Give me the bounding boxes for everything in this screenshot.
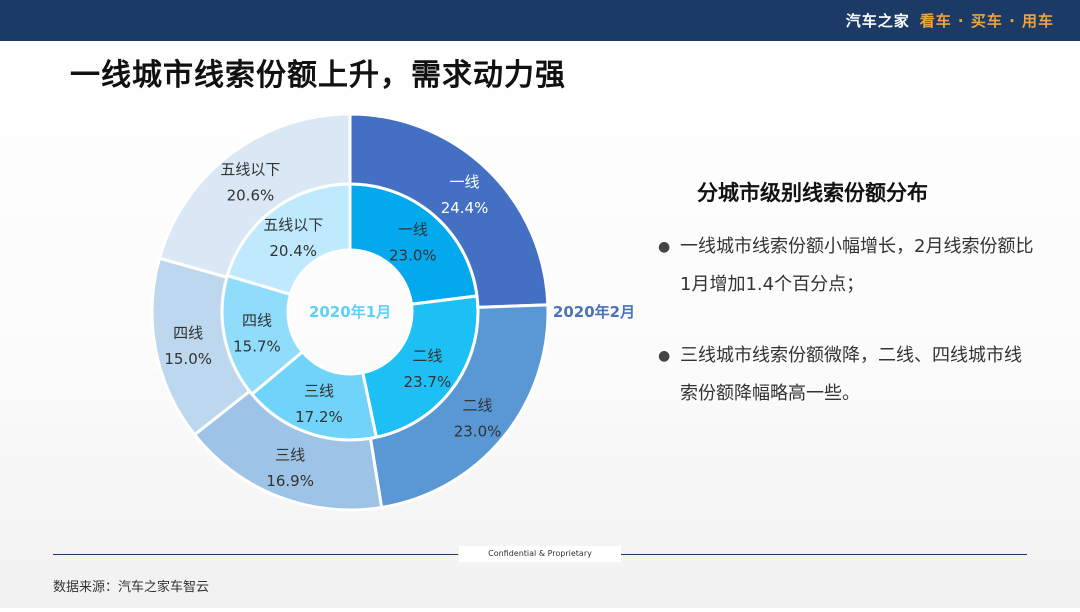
- bullet-dot-icon: ●: [658, 239, 671, 255]
- slice-category-label: 四线: [242, 311, 272, 329]
- slice-value-label: 23.0%: [454, 423, 502, 441]
- slice-category-label: 二线: [463, 397, 493, 415]
- slice-category-label: 五线以下: [263, 216, 323, 234]
- bullet-item: ● 一线城市线索份额小幅增长，2月线索份额比1月增加1.4个百分点；: [658, 228, 1038, 304]
- series-label-outer: 2020年2月: [553, 303, 635, 321]
- slice-category-label: 二线: [412, 347, 442, 365]
- slice-category-label: 五线以下: [220, 160, 280, 178]
- donut-slice: [348, 112, 550, 309]
- series-label-inner: 2020年1月: [309, 303, 391, 321]
- brand-logo: 汽车之家 看车 · 买车 · 用车: [846, 10, 1054, 31]
- page-title: 一线城市线索份额上升，需求动力强: [70, 58, 566, 93]
- slice-category-label: 一线: [398, 221, 428, 239]
- top-bar: 汽车之家 看车 · 买车 · 用车: [0, 0, 1080, 41]
- slice-category-label: 三线: [275, 446, 305, 464]
- slice-value-label: 23.0%: [389, 247, 437, 265]
- slice-category-label: 四线: [173, 324, 203, 342]
- slice-value-label: 15.0%: [164, 350, 212, 368]
- bullet-text: 三线城市线索份额微降，二线、四线城市线索份额降幅略高一些。: [680, 345, 1022, 404]
- slice-value-label: 23.7%: [404, 373, 452, 391]
- slice-value-label: 15.7%: [233, 337, 281, 355]
- slice-value-label: 20.6%: [227, 186, 275, 204]
- slice-category-label: 一线: [450, 173, 480, 191]
- data-source: 数据来源：汽车之家车智云: [53, 580, 210, 595]
- brand-name: 汽车之家: [845, 12, 910, 30]
- brand-slogan: 看车 · 买车 · 用车: [919, 12, 1054, 30]
- slice-value-label: 17.2%: [295, 408, 343, 426]
- footer-divider-left: [53, 554, 458, 555]
- confidential-label: Confidential & Proprietary: [459, 546, 621, 562]
- bullet-item: ● 三线城市线索份额微降，二线、四线城市线索份额降幅略高一些。: [658, 337, 1038, 413]
- bullet-dot-icon: ●: [658, 348, 671, 364]
- slice-value-label: 20.4%: [269, 242, 317, 260]
- bullet-text: 一线城市线索份额小幅增长，2月线索份额比1月增加1.4个百分点；: [680, 236, 1034, 295]
- footer-divider-right: [621, 554, 1027, 555]
- panel-title: 分城市级别线索份额分布: [697, 181, 928, 205]
- donut-slice: [157, 112, 352, 280]
- slice-category-label: 三线: [304, 382, 334, 400]
- slice-value-label: 16.9%: [266, 472, 314, 490]
- slice-value-label: 24.4%: [441, 199, 489, 217]
- donut-slice: [368, 303, 550, 510]
